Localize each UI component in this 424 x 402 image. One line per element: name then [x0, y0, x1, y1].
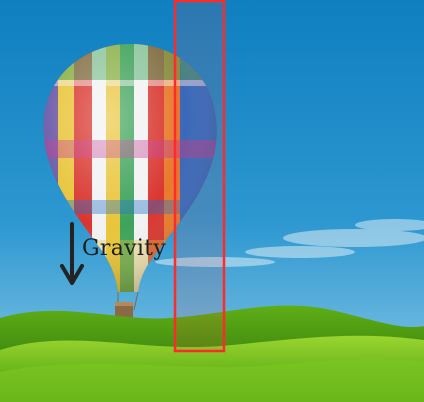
- clouds: [155, 219, 424, 267]
- gravity-label: Gravity: [82, 236, 167, 261]
- down-arrow-icon: [60, 222, 84, 285]
- highlight-box: [173, 0, 226, 353]
- basket: [115, 302, 133, 319]
